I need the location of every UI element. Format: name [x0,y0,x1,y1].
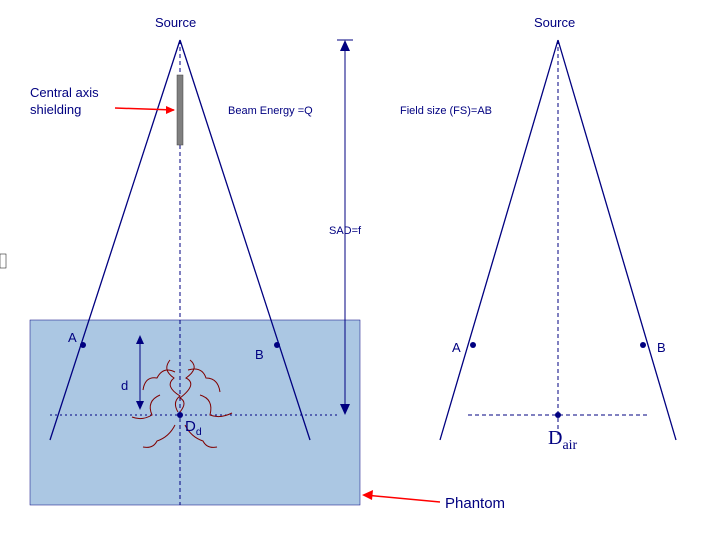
beam-energy-label: Beam Energy =Q [228,105,313,117]
Dd-label: Dd [185,418,202,438]
A-right-label: A [452,340,461,355]
source-right-label: Source [534,15,575,30]
field-size-label: Field size (FS)=AB [400,105,492,117]
A-left-label: A [68,330,77,345]
Dair-label: Dair [548,427,577,454]
source-left-label: Source [155,15,196,30]
B-left-label: B [255,347,264,362]
central-axis-shielding-label: Central axis shielding [30,85,99,119]
d-label: d [121,378,128,393]
B-right-label: B [657,340,666,355]
sad-label: SAD=f [329,225,361,237]
phantom-label: Phantom [445,495,505,512]
diagram-svg [0,0,721,537]
